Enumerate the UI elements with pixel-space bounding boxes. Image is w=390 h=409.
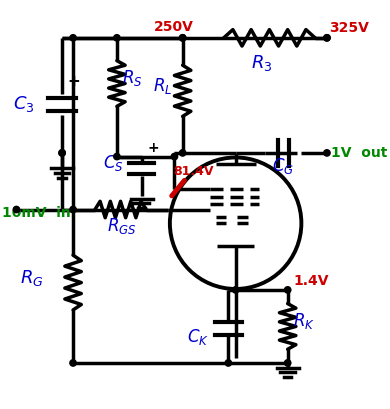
Circle shape [171,153,177,160]
Text: $R_{GS}$: $R_{GS}$ [107,216,136,236]
Circle shape [59,150,65,156]
Circle shape [324,35,330,41]
Text: +: + [147,141,159,155]
Circle shape [324,35,330,41]
Circle shape [114,35,120,41]
Circle shape [179,150,186,156]
Text: $C_G$: $C_G$ [272,156,294,176]
Circle shape [284,360,291,366]
Circle shape [70,360,76,366]
Circle shape [179,35,186,41]
Circle shape [70,206,76,213]
Text: +: + [67,74,80,89]
Circle shape [225,360,232,366]
Text: $R_L$: $R_L$ [153,76,173,96]
Circle shape [59,150,65,156]
Text: $R_S$: $R_S$ [122,68,143,88]
Circle shape [324,150,330,156]
Text: $R_G$: $R_G$ [20,267,44,288]
Text: 1.4V: 1.4V [293,274,329,288]
Text: 1V  out: 1V out [331,146,387,160]
Circle shape [13,206,20,213]
Circle shape [70,35,76,41]
Circle shape [114,153,120,160]
Text: 325V: 325V [329,21,369,35]
Text: 250V: 250V [153,20,193,34]
Text: $R_K$: $R_K$ [293,311,315,331]
Circle shape [232,287,239,293]
Text: $C_3$: $C_3$ [13,94,34,114]
Text: $C_K$: $C_K$ [187,327,209,347]
Circle shape [284,287,291,293]
Text: 10mV  in: 10mV in [2,206,71,220]
Text: $C_S$: $C_S$ [103,153,124,173]
Circle shape [179,35,186,41]
Text: 81.4V: 81.4V [174,165,214,178]
Text: $R_3$: $R_3$ [251,53,273,73]
